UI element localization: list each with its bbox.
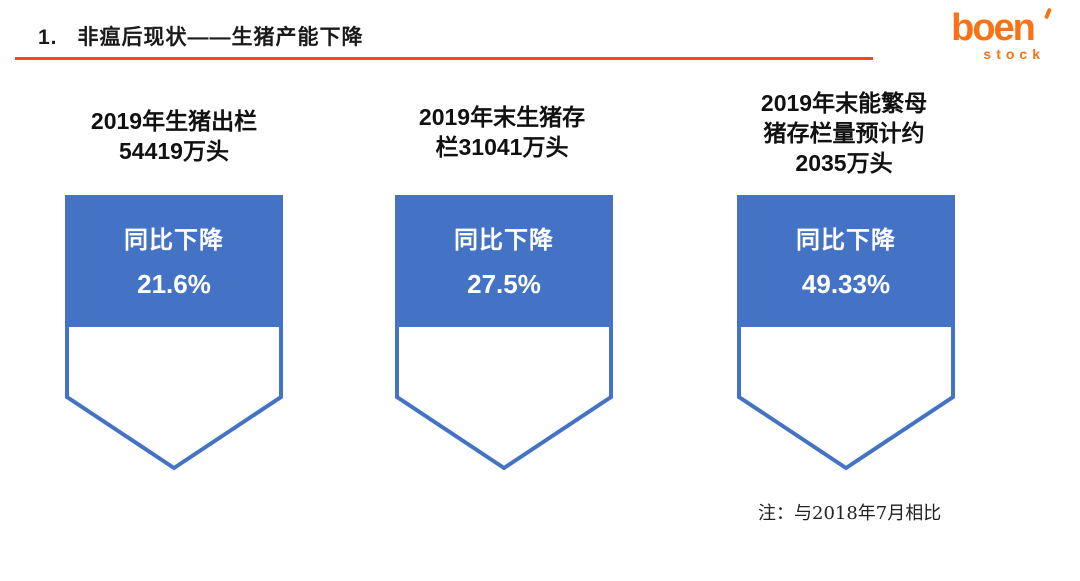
column-heading-3: 2019年末能繁母 猪存栏量预计约 2035万头 bbox=[694, 88, 994, 178]
heading-line: 猪存栏量预计约 bbox=[763, 120, 925, 146]
footnote: 注：与2018年7月相比 bbox=[758, 503, 942, 524]
banner-value: 27.5% bbox=[467, 269, 541, 299]
banner-label: 同比下降 bbox=[454, 227, 554, 254]
banner-label: 同比下降 bbox=[796, 227, 896, 254]
column-heading-2: 2019年末生猪存 栏31041万头 bbox=[352, 102, 652, 162]
banner-shape-3: 同比下降 49.33% bbox=[737, 195, 955, 472]
heading-line: 栏31041万头 bbox=[435, 134, 569, 160]
title-underline bbox=[15, 57, 873, 60]
banner-text-1: 同比下降 21.6% bbox=[65, 195, 283, 327]
heading-line: 2035万头 bbox=[795, 150, 893, 176]
logo-wordmark: boen bbox=[951, 7, 1036, 49]
banner-value: 49.33% bbox=[801, 269, 891, 299]
title-text: 非瘟后现状——生猪产能下降 bbox=[77, 26, 364, 49]
heading-line: 54419万头 bbox=[119, 138, 229, 164]
banner-shape-1: 同比下降 21.6% bbox=[65, 195, 283, 472]
banner-label: 同比下降 bbox=[124, 227, 224, 254]
banner-text-2: 同比下降 27.5% bbox=[395, 195, 613, 327]
banner-value: 21.6% bbox=[137, 269, 211, 299]
pennant-shape-icon bbox=[395, 195, 613, 471]
heading-line: 2019年生猪出栏 bbox=[90, 108, 258, 134]
heading-line: 2019年末生猪存 bbox=[418, 104, 586, 130]
column-heading-1: 2019年生猪出栏 54419万头 bbox=[24, 106, 324, 166]
logo-subtext: stock bbox=[983, 46, 1045, 62]
logo-tick-icon bbox=[1044, 7, 1052, 20]
heading-line: 2019年末能繁母 bbox=[760, 90, 928, 116]
banner-shape-2: 同比下降 27.5% bbox=[395, 195, 613, 472]
title-number: 1. bbox=[38, 26, 58, 49]
logo: boen stock bbox=[940, 7, 1052, 62]
page-title: 1. 非瘟后现状——生猪产能下降 bbox=[38, 21, 364, 51]
banner-text-3: 同比下降 49.33% bbox=[737, 195, 955, 327]
pennant-shape-icon bbox=[65, 195, 283, 471]
pennant-shape-icon bbox=[737, 195, 955, 471]
